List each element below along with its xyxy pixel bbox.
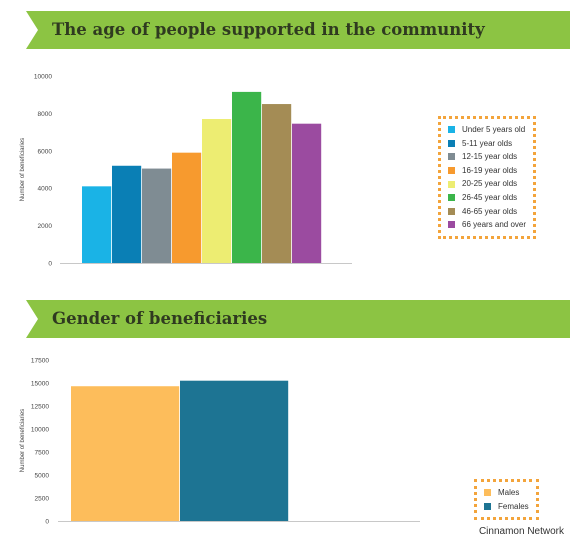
gender-chart-title-banner: Gender of beneficiaries <box>26 300 570 338</box>
y-tick-label: 0 <box>48 261 52 268</box>
legend-item: Males <box>484 486 529 500</box>
legend-item: Under 5 years old <box>448 123 526 137</box>
bar <box>142 168 172 263</box>
legend-item: 46-65 year olds <box>448 205 526 219</box>
legend-label: 46-65 year olds <box>462 206 518 216</box>
y-tick-label: 2000 <box>38 223 53 230</box>
gender-chart-title: Gender of beneficiaries <box>52 309 268 328</box>
bar <box>202 119 232 263</box>
age-chart-legend: Under 5 years old 5-11 year olds 12-15 yea… <box>438 116 537 239</box>
legend-item: 26-45 year olds <box>448 191 526 205</box>
legend-item: 16-19 year olds <box>448 164 526 178</box>
legend-label: 66 years and over <box>462 220 527 230</box>
legend-item: 20-25 year olds <box>448 177 526 191</box>
bar <box>112 165 142 263</box>
legend-item: 66 years and over <box>448 218 526 232</box>
bar <box>232 91 262 263</box>
y-tick-label: 8000 <box>38 111 53 118</box>
legend-label: 12-15 year olds <box>462 152 518 162</box>
bar <box>292 123 322 263</box>
legend-item: 5-11 year olds <box>448 137 526 151</box>
credit-text: Cinnamon Network <box>478 526 564 537</box>
y-tick-label: 12500 <box>31 404 49 411</box>
legend-label: 5-11 year olds <box>462 138 513 148</box>
legend-label: Females <box>498 501 529 511</box>
bar <box>71 386 180 521</box>
gender-chart: Number of beneficiaries 0 2500 5000 7500 1000… <box>20 358 420 526</box>
legend-swatch <box>484 502 491 510</box>
legend-swatch <box>448 126 455 134</box>
legend-swatch <box>448 194 455 202</box>
legend-label: 16-19 year olds <box>462 165 518 175</box>
age-chart-title: The age of people supported in the commu… <box>52 20 485 39</box>
legend-swatch <box>448 139 455 147</box>
y-tick-label: 7500 <box>35 450 50 457</box>
y-tick-label: 17500 <box>31 358 49 365</box>
legend-label: Males <box>498 488 520 497</box>
bar <box>82 186 112 263</box>
legend-swatch <box>448 153 455 161</box>
y-tick-label: 6000 <box>38 148 53 155</box>
legend-label: 20-25 year olds <box>462 179 518 189</box>
y-tick-label: 2500 <box>35 496 50 503</box>
y-tick-label: 4000 <box>38 186 53 193</box>
legend-swatch <box>448 221 455 229</box>
legend-label: Under 5 years old <box>462 125 526 134</box>
bar <box>262 104 292 263</box>
y-axis-label: Number of beneficiaries <box>20 138 26 201</box>
legend-swatch <box>484 489 491 497</box>
age-chart-title-banner: The age of people supported in the commu… <box>26 11 570 49</box>
gender-chart-legend: Males Females <box>474 479 539 521</box>
legend-label: 26-45 year olds <box>462 192 518 202</box>
y-tick-label: 15000 <box>31 381 49 388</box>
legend-swatch <box>448 180 455 188</box>
y-tick-label: 10000 <box>34 74 52 81</box>
age-chart: Number of beneficiaries 0 2000 4000 6000 8000… <box>20 74 352 268</box>
legend-item: 12-15 year olds <box>448 150 526 164</box>
y-tick-label: 0 <box>45 519 49 526</box>
y-tick-label: 5000 <box>35 473 50 480</box>
legend-item: Females <box>484 500 529 514</box>
bar <box>180 380 289 521</box>
legend-swatch <box>448 207 455 215</box>
y-tick-label: 10000 <box>31 427 49 434</box>
legend-swatch <box>448 167 455 175</box>
y-axis-label: Number of beneficiaries <box>20 409 26 472</box>
bar <box>172 152 202 263</box>
